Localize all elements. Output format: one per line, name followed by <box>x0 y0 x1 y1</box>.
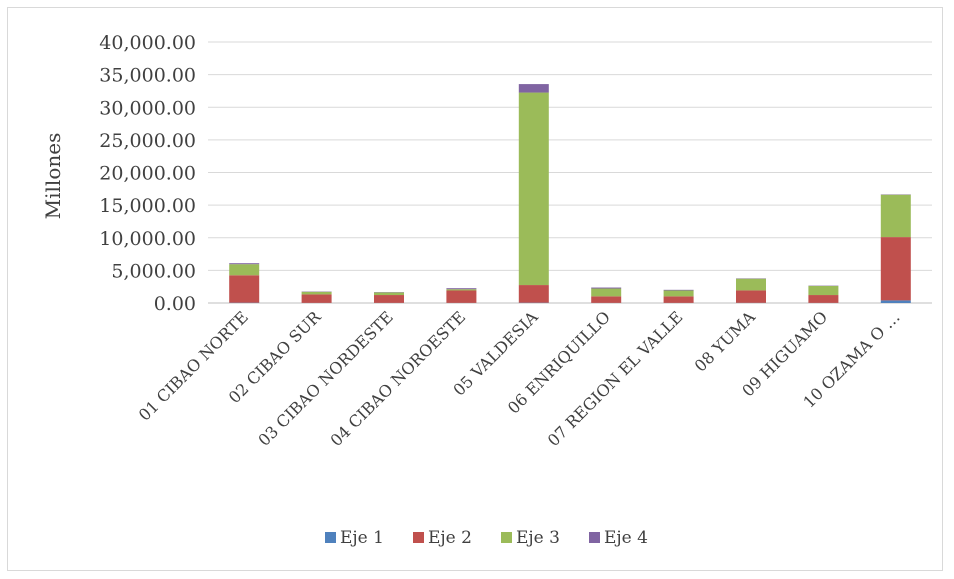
y-axis-ticks: 0.00 5,000.00 10,000.00 15,000.00 20,000.00 2… <box>99 32 196 315</box>
y-tick-label: 40,000.00 <box>99 32 196 54</box>
legend-swatch <box>325 532 336 543</box>
bar-segment <box>881 195 911 237</box>
y-tick-label: 35,000.00 <box>99 65 196 87</box>
category-label: 08 YUMA <box>691 307 760 376</box>
legend-label: Eje 1 <box>340 528 384 548</box>
bar-segment <box>664 290 694 296</box>
bar-segment <box>519 84 549 92</box>
bar-segment <box>446 289 476 290</box>
y-tick-label: 10,000.00 <box>99 228 196 250</box>
bar-segment <box>229 275 259 302</box>
bar-segment <box>374 295 404 303</box>
bar-segment <box>808 295 838 303</box>
bar-segment <box>519 93 549 285</box>
y-tick-label: 15,000.00 <box>99 195 196 217</box>
bar-segment <box>881 300 911 303</box>
bar-segment <box>664 290 694 291</box>
legend-swatch <box>501 532 512 543</box>
bar-segment <box>302 294 332 302</box>
bar-segment <box>736 290 766 302</box>
gridlines <box>208 42 932 303</box>
y-tick-label: 0.00 <box>154 293 196 315</box>
bar-segment <box>664 296 694 303</box>
bar-segment <box>881 237 911 300</box>
y-tick-label: 30,000.00 <box>99 97 196 119</box>
legend: Eje 1 Eje 2 Eje 3 Eje 4 <box>325 528 648 548</box>
y-tick-label: 25,000.00 <box>99 130 196 152</box>
bar-segment <box>302 292 332 295</box>
bar-segment <box>374 292 404 295</box>
bar-segment <box>446 290 476 302</box>
category-label: 03 CIBAO NORDESTE <box>254 307 396 449</box>
bar-segment <box>591 288 621 289</box>
bar-segment <box>229 263 259 264</box>
bar-segment <box>591 289 621 297</box>
bar-segment <box>446 288 476 289</box>
y-tick-label: 5,000.00 <box>111 260 196 282</box>
category-label: 07 REGION EL VALLE <box>544 307 687 450</box>
category-label: 04 CIBAO NOROESTE <box>327 307 470 450</box>
y-axis-label: Millones <box>41 133 65 220</box>
bar-segment <box>736 279 766 291</box>
legend-swatch <box>413 532 424 543</box>
legend-label: Eje 3 <box>516 528 560 548</box>
bar-segment <box>808 286 838 295</box>
bar-segment <box>591 296 621 303</box>
category-label: 01 CIBAO NORTE <box>135 307 252 424</box>
y-tick-label: 20,000.00 <box>99 163 196 185</box>
legend-label: Eje 2 <box>428 528 472 548</box>
legend-label: Eje 4 <box>604 528 648 548</box>
bar-segment <box>229 264 259 275</box>
legend-swatch <box>589 532 600 543</box>
bar-segment <box>519 285 549 303</box>
